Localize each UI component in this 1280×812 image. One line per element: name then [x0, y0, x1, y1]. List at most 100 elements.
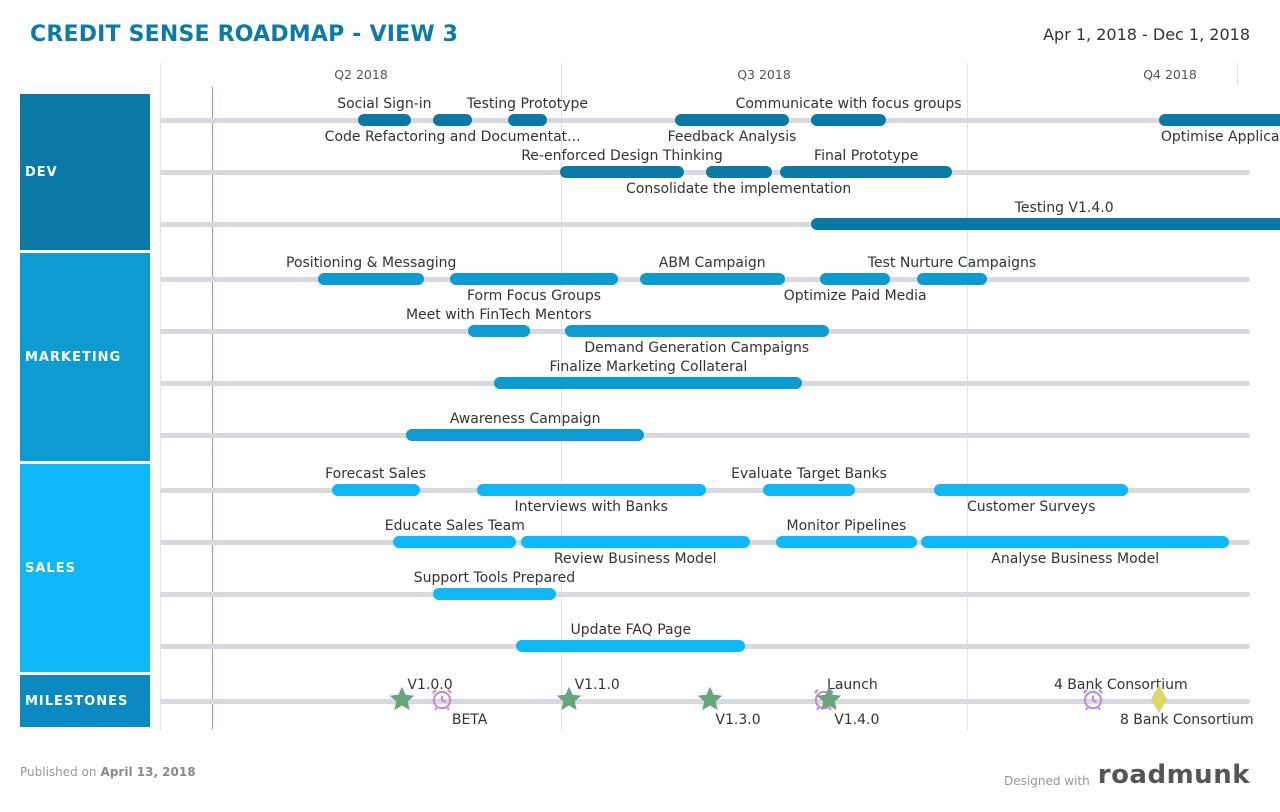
group-header-sales[interactable]: SALES: [20, 464, 150, 672]
bar-label: Final Prototype: [814, 148, 919, 164]
roadmap-bar[interactable]: [934, 484, 1128, 496]
bar-label: Form Focus Groups: [466, 288, 602, 304]
milestone-label: V1.3.0: [715, 712, 761, 728]
roadmap-bar[interactable]: [331, 484, 420, 496]
group-label: MILESTONES: [25, 693, 129, 709]
published-info: Published on April 13, 2018: [20, 765, 196, 779]
published-date: April 13, 2018: [100, 765, 196, 779]
designed-with-text: Designed with: [1004, 774, 1090, 788]
roadmap-bar[interactable]: [560, 166, 684, 178]
milestone-label: V1.1.0: [574, 677, 620, 693]
timeline-track: [160, 170, 1250, 175]
timeline-track: [160, 433, 1250, 438]
roadmap-bar[interactable]: [468, 325, 530, 337]
bar-label: Finalize Marketing Collateral: [549, 359, 748, 375]
bar-label: Code Refactoring and Documentat...: [324, 129, 581, 145]
bar-label: Testing V1.4.0: [1014, 200, 1114, 216]
bar-label: Customer Surveys: [966, 499, 1096, 515]
bar-label: Review Business Model: [553, 551, 717, 567]
quarter-label-q4: Q4 2018: [1143, 67, 1197, 82]
bar-label: Support Tools Prepared: [413, 570, 576, 586]
roadmap-bar[interactable]: [358, 114, 411, 126]
bar-label: Demand Generation Campaigns: [584, 340, 810, 356]
group-header-marketing[interactable]: MARKETING: [20, 253, 150, 461]
bar-label: Test Nurture Campaigns: [867, 255, 1037, 271]
bar-label: Positioning & Messaging: [286, 255, 457, 271]
timeline-track: [160, 222, 1250, 227]
bar-label: Testing Prototype: [466, 96, 588, 112]
alarm-clock-icon[interactable]: [429, 686, 455, 716]
roadmap-bar[interactable]: [705, 166, 772, 178]
milestone-label: Launch: [827, 677, 878, 693]
roadmap-bar[interactable]: [811, 218, 1280, 230]
roadmap-bar[interactable]: [432, 114, 473, 126]
roadmap-bar[interactable]: [916, 273, 988, 285]
roadmap-bar[interactable]: [674, 114, 790, 126]
timeline-track: [160, 592, 1250, 597]
bar-label: Re-enforced Design Thinking: [521, 148, 723, 164]
bar-label: Interviews with Banks: [514, 499, 668, 515]
roadmap-bar[interactable]: [476, 484, 706, 496]
bar-label: Educate Sales Team: [384, 518, 525, 534]
roadmap-bar[interactable]: [780, 166, 952, 178]
diamond-icon[interactable]: [1150, 684, 1168, 718]
roadmap-bar[interactable]: [520, 536, 750, 548]
published-prefix: Published on: [20, 765, 97, 779]
bar-label: ABM Campaign: [658, 255, 766, 271]
roadmap-bar[interactable]: [921, 536, 1230, 548]
roadmap-bar[interactable]: [516, 640, 746, 652]
roadmap-bar[interactable]: [1158, 114, 1280, 126]
page-title: CREDIT SENSE ROADMAP - VIEW 3: [30, 22, 459, 47]
quarter-divider-q3: [561, 63, 562, 731]
star-icon[interactable]: [696, 685, 724, 717]
quarter-divider-end: [1237, 63, 1238, 85]
bar-label: Feedback Analysis: [667, 129, 797, 145]
bar-label: Update FAQ Page: [570, 622, 692, 638]
milestone-label: 4 Bank Consortium: [1053, 677, 1188, 693]
star-icon[interactable]: [815, 685, 843, 717]
roadmap-bar[interactable]: [776, 536, 917, 548]
roadmap-bar[interactable]: [406, 429, 644, 441]
milestone-label: BETA: [451, 712, 488, 728]
roadmap-bar[interactable]: [639, 273, 785, 285]
roadmap-bar[interactable]: [432, 588, 556, 600]
roadmap-bar[interactable]: [393, 536, 517, 548]
group-header-dev[interactable]: DEV: [20, 94, 150, 250]
group-label: DEV: [25, 164, 58, 180]
roadmap-bar[interactable]: [507, 114, 548, 126]
roadmap-bar[interactable]: [820, 273, 891, 285]
date-range: Apr 1, 2018 - Dec 1, 2018: [1043, 25, 1250, 44]
alarm-clock-icon[interactable]: [1080, 686, 1106, 716]
bar-label: Awareness Campaign: [449, 411, 601, 427]
quarter-divider-q2: [160, 63, 161, 731]
star-icon[interactable]: [388, 685, 416, 717]
roadmap-bar[interactable]: [811, 114, 886, 126]
group-header-milestones[interactable]: MILESTONES: [20, 675, 150, 727]
group-label: SALES: [25, 560, 76, 576]
roadmap-bar[interactable]: [450, 273, 618, 285]
milestone-label: V1.0.0: [407, 677, 453, 693]
quarter-divider-q4: [967, 63, 968, 731]
roadmap-bar[interactable]: [318, 273, 424, 285]
bar-label: Analyse Business Model: [991, 551, 1160, 567]
bar-label: Monitor Pipelines: [786, 518, 907, 534]
milestone-label: V1.4.0: [834, 712, 880, 728]
bar-label: Meet with FinTech Mentors: [405, 307, 592, 323]
quarter-label-q3: Q3 2018: [737, 67, 791, 82]
bar-label: Social Sign-in: [337, 96, 432, 112]
star-icon[interactable]: [555, 685, 583, 717]
bar-label: Forecast Sales: [325, 466, 427, 482]
today-marker-line: [212, 87, 213, 729]
roadmap-bar[interactable]: [494, 377, 803, 389]
roadmap-bar[interactable]: [762, 484, 856, 496]
bar-label: Optimise Application: [1160, 129, 1280, 145]
brand-footer[interactable]: Designed with roadmunk: [1004, 760, 1250, 790]
roadmap-bar[interactable]: [564, 325, 829, 337]
roadmunk-logo: roadmunk: [1097, 760, 1250, 790]
milestone-label: 8 Bank Consortium: [1119, 712, 1254, 728]
group-label: MARKETING: [25, 349, 122, 365]
bar-label: Evaluate Target Banks: [731, 466, 887, 482]
bar-label: Optimize Paid Media: [783, 288, 927, 304]
bar-label: Communicate with focus groups: [735, 96, 962, 112]
bar-label: Consolidate the implementation: [625, 181, 852, 197]
